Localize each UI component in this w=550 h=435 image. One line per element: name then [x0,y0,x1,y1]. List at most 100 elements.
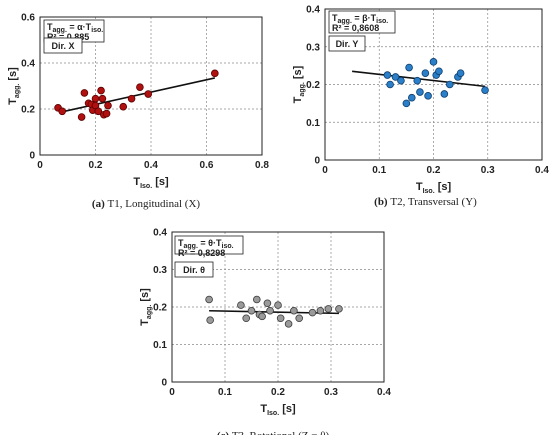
plot-frame [324,8,543,161]
data-point [242,314,251,323]
data-point [316,306,325,315]
data-point [206,316,214,324]
x-axis-label: TIso. [s] [260,403,296,417]
data-point [127,94,136,103]
data-point [263,299,272,308]
chart-1: 0 0.2 0.4 0.6 0.8 0 0.2 0.4 0.6 TIso. [s] Tagg. [s… [7,13,269,211]
caption-text: T1, Longitudinal (X) [108,198,201,210]
data-point [252,295,261,304]
data-point [421,69,430,77]
caption-tag: (b) [374,196,390,208]
data-point [416,88,424,96]
direction-label: Dir. Y [336,39,359,49]
y-axis-label: Tagg. [s] [292,65,306,103]
x-tick-label: 0 [169,387,175,398]
data-point [290,306,298,315]
caption-text: T3, Rotational (Z = θ) [232,430,330,435]
y-tick-label: 0.2 [153,303,167,314]
data-point [440,90,449,98]
data-point [407,93,416,102]
data-point [247,306,256,315]
y-tick-label: 0.3 [153,265,167,276]
x-tick-label: 0.2 [271,387,285,398]
y-tick-label: 0 [29,151,35,162]
data-point [295,314,304,323]
data-point [308,308,317,317]
figure-caption: (c) T3, Rotational (Z = θ) [217,430,330,435]
data-point [104,101,112,110]
x-tick-label: 0.1 [372,165,386,176]
x-tick-label: 0.2 [89,160,103,171]
x-axis-label: TIso. [s] [133,176,169,190]
data-point [136,83,144,91]
y-tick-label: 0.6 [21,13,35,24]
equation-label: Tagg. = β·Tiso. [332,13,388,25]
y-tick-label: 0.2 [306,80,320,91]
data-point [386,80,394,89]
data-point [284,320,293,328]
data-point [102,109,111,118]
chart-2: 0 0.1 0.2 0.3 0.4 0 0.1 0.2 0.3 0.4 TIso. [s] Tagg.… [292,5,549,209]
data-point [205,295,213,304]
data-point [324,305,333,313]
direction-label: Dir. θ [183,265,205,275]
data-point [94,107,103,116]
chart-3: 0 0.1 0.2 0.3 0.4 0 0.1 0.2 0.3 0.4 TIso. [s] Tagg.… [139,228,391,435]
data-point [402,99,411,108]
equation-label: Tagg. = θ·Tiso. [178,238,234,250]
equation-box [174,235,244,255]
data-point [413,76,422,85]
data-point [445,80,454,89]
y-tick-label: 0.1 [153,340,167,351]
r-squared-label: R² = 0,8608 [332,23,379,33]
x-tick-label: 0.4 [377,387,391,398]
r-squared-label: R² = 0,8298 [178,248,225,258]
x-tick-label: 0.6 [200,160,214,171]
data-point [97,86,105,95]
y-tick-label: 0.2 [21,105,35,116]
equation-label: Tagg. = α·Tiso. [47,22,103,34]
y-tick-label: 0 [161,378,167,389]
plot-frame [171,231,385,383]
figure-caption: (b) T2, Transversal (Y) [374,196,477,208]
x-tick-label: 0.3 [324,387,338,398]
caption-tag: (c) [217,430,232,435]
data-point [335,305,343,313]
x-tick-label: 0.3 [481,165,495,176]
y-tick-label: 0.1 [306,118,320,129]
x-tick-label: 0.1 [218,387,232,398]
equation-box [328,10,396,34]
data-point [276,314,285,323]
data-point [77,113,86,121]
direction-box [174,261,214,278]
data-point [80,89,89,97]
data-point [405,63,413,72]
y-axis-label: Tagg. [s] [139,288,153,326]
y-tick-label: 0.4 [21,59,35,70]
data-point [424,92,432,100]
data-point [274,301,282,309]
y-tick-label: 0.4 [153,228,167,239]
data-point [456,69,465,77]
caption-text: T2, Transversal (Y) [390,196,477,208]
data-point [144,90,153,98]
x-tick-label: 0.4 [144,160,158,171]
data-point [58,107,66,116]
data-point [429,58,438,66]
data-point [435,67,443,76]
x-tick-label: 0.2 [427,165,441,176]
data-point [91,94,100,103]
caption-tag: (a) [92,198,108,210]
data-point [266,306,274,315]
r-squared-label: R² = 0,885 [47,32,89,42]
data-point [119,102,128,111]
direction-box [328,35,366,52]
plot-frame [39,16,263,156]
x-tick-label: 0.8 [255,160,269,171]
data-point [258,312,266,321]
direction-label: Dir. X [51,41,74,51]
x-tick-label: 0 [37,160,43,171]
y-tick-label: 0 [314,156,320,167]
y-tick-label: 0.4 [306,5,320,16]
